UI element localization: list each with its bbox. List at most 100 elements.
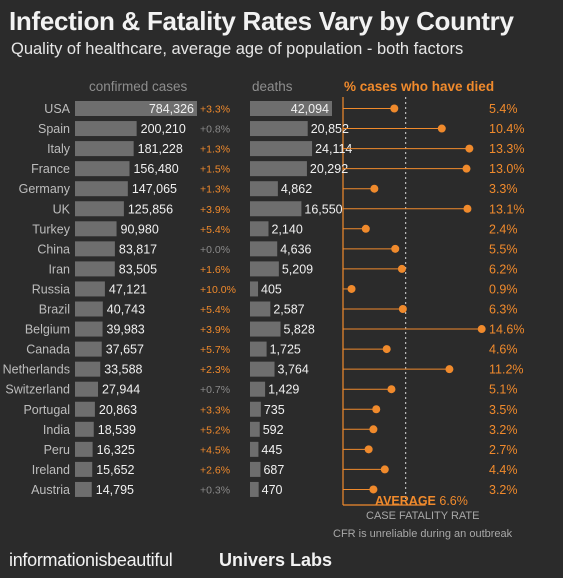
cfr-note: CFR is unreliable during an outbreak [333, 528, 513, 540]
country-label: France [31, 162, 70, 176]
cfr-value: 4.6% [489, 343, 518, 357]
cases-value: 14,795 [96, 483, 134, 497]
deaths-bar [250, 201, 302, 217]
cases-bar [75, 421, 94, 437]
cfr-value: 4.4% [489, 463, 518, 477]
cases-bar [75, 101, 197, 116]
country-label: Portugal [23, 403, 70, 417]
deaths-value: 42,094 [291, 102, 329, 116]
cfr-value: 2.4% [489, 222, 518, 236]
column-header-pct: % cases who have died [344, 79, 495, 94]
cases-value: 90,980 [121, 222, 159, 236]
deaths-bar [250, 141, 313, 157]
cases-value: 784,326 [149, 102, 194, 116]
column-header-deaths: deaths [252, 79, 293, 94]
cfr-value: 6.2% [489, 262, 518, 276]
deaths-value: 4,862 [281, 182, 312, 196]
growth-value: +1.3% [200, 144, 230, 156]
growth-value: +2.6% [200, 464, 230, 476]
cfr-value: 3.3% [489, 182, 518, 196]
cases-value: 20,863 [99, 403, 137, 417]
deaths-bar [250, 261, 279, 277]
country-label: Switzerland [5, 383, 70, 397]
cfr-dot [465, 144, 474, 153]
cases-bar [75, 281, 105, 297]
cfr-value: 5.5% [489, 242, 518, 256]
deaths-bar [250, 401, 261, 417]
chart-title: Infection & Fatality Rates Vary by Count… [9, 6, 514, 36]
growth-value: +5.2% [200, 424, 230, 436]
cfr-dot [364, 445, 373, 454]
growth-value: +5.4% [200, 304, 230, 316]
cfr-dot [445, 365, 454, 374]
deaths-bar [250, 441, 259, 457]
deaths-value: 2,140 [271, 222, 302, 236]
country-label: Canada [26, 343, 70, 357]
cfr-value: 14.6% [489, 323, 524, 337]
country-label: Italy [47, 142, 71, 156]
growth-value: +1.5% [200, 164, 230, 176]
cfr-value: 11.2% [489, 363, 524, 377]
cases-value: 147,065 [132, 182, 177, 196]
deaths-value: 5,209 [282, 262, 313, 276]
cfr-value: 13.3% [489, 142, 524, 156]
deaths-bar [250, 121, 308, 137]
growth-value: +1.6% [200, 264, 230, 276]
deaths-value: 405 [261, 282, 282, 296]
cases-value: 33,588 [104, 363, 142, 377]
country-label: Turkey [32, 222, 70, 236]
deaths-bar [250, 381, 266, 397]
growth-value: +0.8% [200, 124, 230, 136]
cfr-dot [397, 264, 406, 273]
cases-bar [75, 341, 102, 357]
cases-bar [75, 141, 134, 157]
deaths-bar [250, 481, 259, 497]
country-label: China [37, 242, 70, 256]
cases-bar [75, 261, 115, 277]
deaths-bar [250, 341, 267, 357]
deaths-bar [250, 301, 271, 317]
country-label: Germany [19, 182, 71, 196]
country-label: Iran [48, 262, 70, 276]
cases-bar [75, 301, 103, 317]
deaths-value: 592 [263, 423, 284, 437]
deaths-value: 5,828 [284, 323, 315, 337]
growth-value: +3.9% [200, 204, 230, 216]
cfr-dot [437, 124, 446, 133]
brand-univers-labs: Univers Labs [219, 550, 333, 570]
cases-bar [75, 461, 93, 477]
cfr-dot [391, 244, 400, 253]
cases-value: 39,983 [107, 323, 145, 337]
average-label-text: AVERAGE [375, 494, 436, 508]
cfr-dot [361, 224, 370, 233]
cfr-dot [398, 305, 407, 313]
cfr-value: 2.7% [489, 443, 518, 457]
cfr-value: 3.2% [489, 423, 518, 437]
cfr-dot [390, 104, 399, 113]
growth-value: +3.9% [200, 324, 230, 336]
cases-value: 37,657 [106, 343, 144, 357]
cases-value: 40,743 [107, 303, 145, 317]
cfr-dot [372, 405, 381, 414]
cases-value: 27,944 [102, 383, 140, 397]
cfr-dot [477, 325, 486, 334]
growth-value: +2.3% [200, 364, 230, 376]
cfr-dot [462, 164, 471, 173]
average-value: 6.6% [439, 494, 468, 508]
deaths-bar [250, 321, 281, 337]
deaths-value: 1,429 [268, 383, 299, 397]
deaths-bar [250, 221, 269, 237]
cases-bar [75, 321, 103, 337]
cases-value: 18,539 [98, 423, 136, 437]
cfr-value: 5.1% [489, 383, 518, 397]
cfr-value: 6.3% [489, 303, 518, 317]
deaths-value: 470 [262, 483, 283, 497]
country-label: USA [44, 102, 70, 116]
cases-value: 200,210 [141, 122, 186, 136]
cfr-value: 13.0% [489, 162, 524, 176]
country-label: India [43, 423, 70, 437]
cases-value: 181,228 [138, 142, 183, 156]
chart-subtitle: Quality of healthcare, average age of po… [11, 40, 464, 58]
cases-value: 15,652 [96, 463, 134, 477]
growth-value: +10.0% [200, 284, 236, 296]
